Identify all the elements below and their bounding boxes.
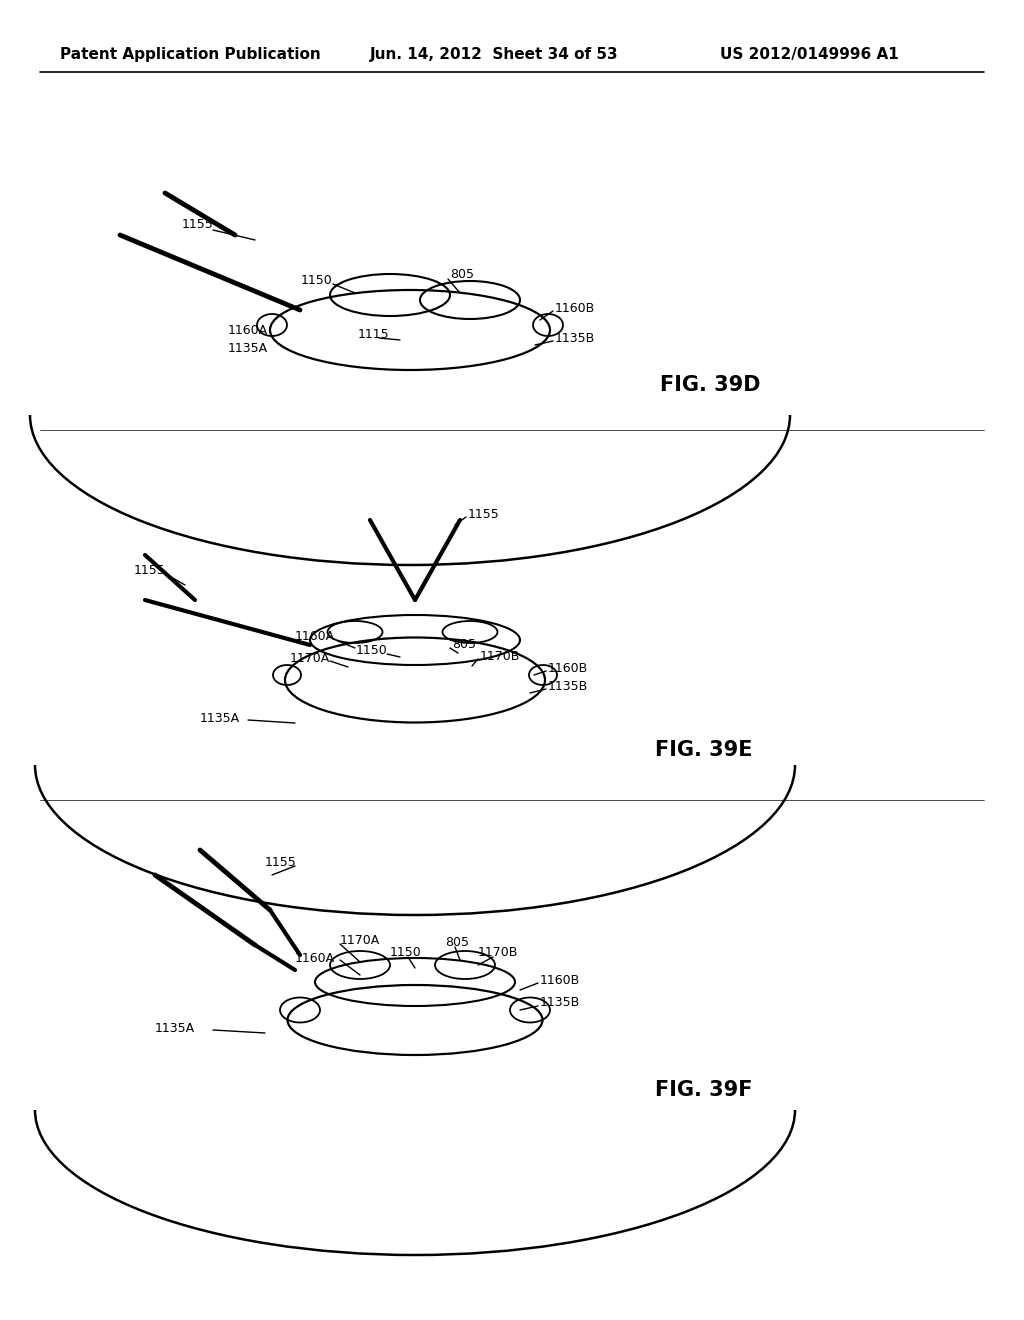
Text: Patent Application Publication: Patent Application Publication — [60, 48, 321, 62]
Text: 1135B: 1135B — [555, 331, 595, 345]
Text: FIG. 39E: FIG. 39E — [655, 741, 753, 760]
Text: FIG. 39D: FIG. 39D — [660, 375, 761, 395]
Text: 1170B: 1170B — [480, 649, 520, 663]
Text: 1170A: 1170A — [340, 933, 380, 946]
Text: 1135B: 1135B — [548, 680, 588, 693]
Text: 1135B: 1135B — [540, 997, 581, 1010]
Text: FIG. 39F: FIG. 39F — [655, 1080, 753, 1100]
Text: 805: 805 — [445, 936, 469, 949]
Text: 1170A: 1170A — [290, 652, 330, 664]
Text: 1135A: 1135A — [200, 711, 240, 725]
Text: 1135A: 1135A — [228, 342, 268, 355]
Text: 1160A: 1160A — [228, 323, 268, 337]
Text: US 2012/0149996 A1: US 2012/0149996 A1 — [720, 48, 899, 62]
Text: 1170B: 1170B — [478, 946, 518, 960]
Text: 1150: 1150 — [390, 946, 422, 960]
Text: 1160B: 1160B — [540, 974, 581, 986]
Text: 1155: 1155 — [468, 507, 500, 520]
Text: 1115: 1115 — [358, 329, 389, 342]
Text: Jun. 14, 2012  Sheet 34 of 53: Jun. 14, 2012 Sheet 34 of 53 — [370, 48, 618, 62]
Text: 1155: 1155 — [133, 564, 165, 577]
Text: 1160B: 1160B — [548, 661, 588, 675]
Text: 1155: 1155 — [265, 855, 297, 869]
Text: 1160A: 1160A — [295, 631, 335, 644]
Text: 1150: 1150 — [300, 275, 332, 288]
Text: 1155: 1155 — [182, 219, 214, 231]
Text: 1160A: 1160A — [295, 952, 335, 965]
Text: 1160B: 1160B — [555, 301, 595, 314]
Text: 1150: 1150 — [355, 644, 387, 657]
Text: 805: 805 — [452, 639, 476, 652]
Text: 1135A: 1135A — [155, 1022, 196, 1035]
Text: 805: 805 — [450, 268, 474, 281]
